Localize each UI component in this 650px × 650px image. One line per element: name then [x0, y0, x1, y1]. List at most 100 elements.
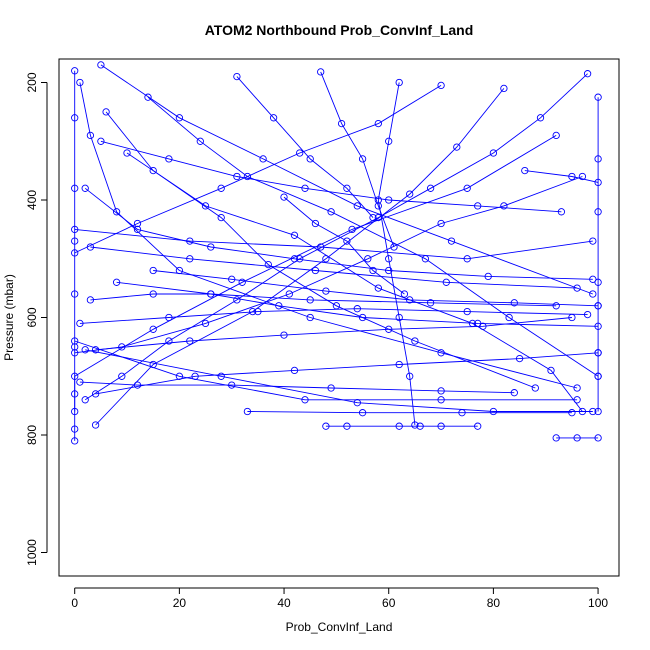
data-point [71, 372, 79, 380]
data-point [186, 255, 194, 263]
data-point [71, 237, 79, 245]
data-point [594, 349, 602, 357]
series-29 [521, 166, 602, 187]
series-26 [149, 266, 602, 310]
data-point [374, 213, 382, 222]
data-point [317, 68, 325, 76]
data-point [437, 422, 445, 430]
data-point [233, 296, 241, 304]
series-9 [123, 149, 587, 416]
data-point [71, 407, 79, 416]
data-point [343, 184, 351, 192]
data-point [81, 396, 89, 404]
series-12 [71, 225, 597, 263]
series-line [377, 82, 416, 426]
series-line [320, 71, 395, 248]
data-point [395, 422, 403, 430]
x-tick-label: 20 [173, 596, 187, 610]
data-point [165, 313, 173, 322]
series-line [95, 352, 599, 395]
data-point [411, 337, 419, 345]
data-point [374, 196, 382, 204]
data-point [269, 114, 278, 122]
y-tick-label: 800 [25, 425, 39, 445]
data-point [385, 196, 393, 204]
data-point [583, 70, 592, 78]
series-line [84, 73, 588, 401]
data-point [343, 422, 351, 430]
series-30 [76, 305, 592, 328]
data-point [76, 319, 84, 328]
data-point [594, 93, 602, 101]
data-point [322, 422, 330, 430]
data-point [374, 119, 382, 128]
data-point [369, 213, 377, 222]
data-point [573, 396, 581, 404]
series-32 [97, 137, 566, 216]
data-point [322, 287, 330, 295]
data-point [275, 302, 283, 310]
data-point [589, 237, 597, 245]
data-point [228, 275, 236, 283]
data-point [290, 366, 299, 375]
data-point [133, 225, 142, 234]
data-point [264, 260, 272, 269]
data-point [589, 407, 597, 416]
x-axis: 0 20 40 60 80 100 [71, 587, 608, 610]
data-point [353, 202, 361, 210]
data-point [259, 155, 267, 163]
data-point [374, 202, 382, 210]
series-line [84, 187, 593, 280]
data-point [406, 372, 414, 380]
series-31 [86, 290, 560, 310]
data-point [594, 208, 602, 216]
data-point [149, 290, 157, 298]
data-point [489, 149, 498, 157]
data-point [97, 61, 105, 69]
data-point [175, 114, 184, 122]
data-point [144, 93, 152, 101]
data-point [463, 184, 471, 192]
data-point [133, 381, 142, 389]
data-point [290, 231, 299, 239]
series-line [100, 64, 593, 295]
data-point [552, 131, 560, 140]
data-point [112, 278, 121, 286]
plot-frame [58, 58, 620, 577]
data-point [149, 266, 157, 275]
data-point [71, 349, 79, 357]
data-point [91, 421, 100, 429]
data-point [71, 337, 79, 345]
data-point [280, 331, 288, 339]
x-tick-label: 80 [487, 596, 501, 610]
data-point [479, 322, 487, 330]
series-27 [81, 184, 597, 283]
data-point [207, 290, 215, 298]
data-point [86, 131, 95, 140]
data-point [358, 313, 367, 322]
series-line [74, 135, 557, 412]
data-point [186, 337, 194, 345]
series-line [100, 140, 562, 213]
data-point [421, 255, 430, 263]
data-point [406, 296, 414, 304]
series-line [95, 317, 572, 351]
data-point [97, 137, 105, 145]
series-line [79, 381, 515, 394]
chart-title: ATOM2 Northbound Prob_ConvInf_Land [205, 22, 474, 38]
data-point [165, 155, 173, 163]
y-tick-label: 600 [25, 307, 39, 327]
series-20 [322, 422, 482, 430]
data-point [453, 143, 461, 151]
data-point [81, 184, 89, 192]
data-point [201, 202, 210, 210]
data-point [474, 202, 482, 210]
data-point [91, 390, 100, 398]
data-point [552, 302, 560, 310]
series-11 [86, 243, 581, 292]
data-point [463, 255, 471, 263]
series-19 [552, 434, 602, 442]
data-point [521, 166, 529, 175]
series-15 [317, 68, 398, 251]
data-point [71, 67, 79, 75]
